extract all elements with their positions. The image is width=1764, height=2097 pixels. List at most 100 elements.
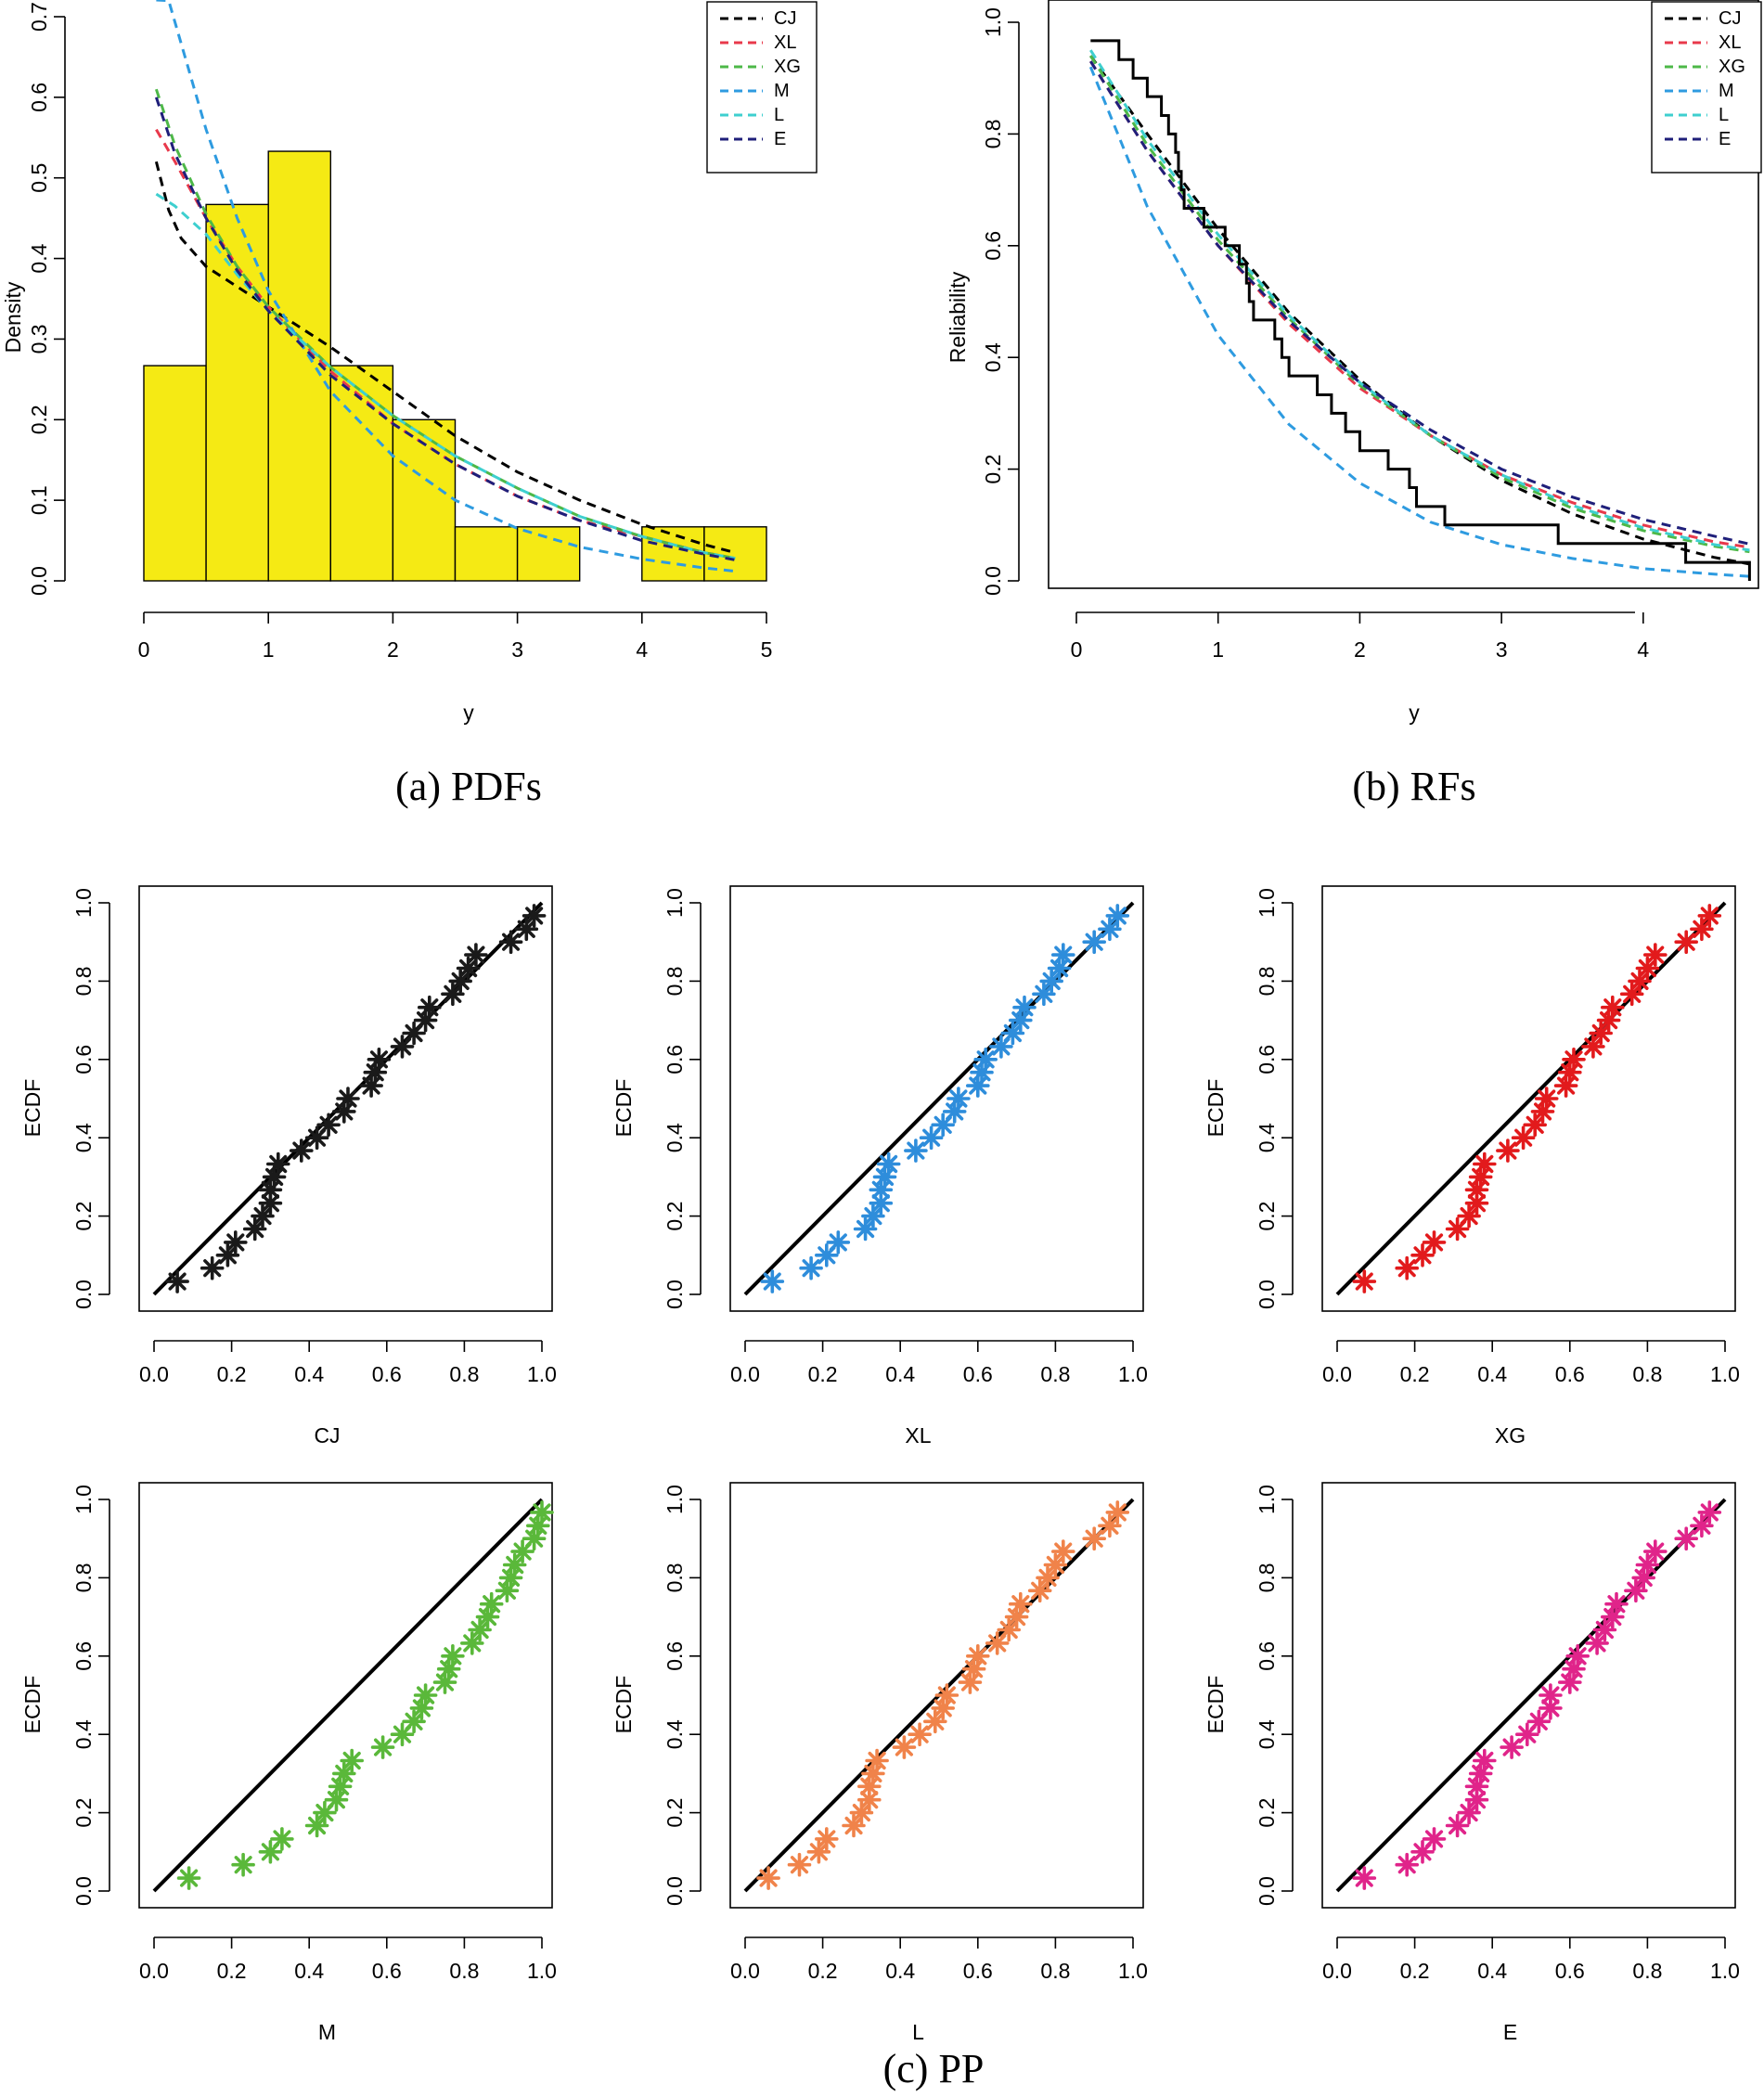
pp-points-e — [1352, 1500, 1722, 1890]
rf-ytick-label-4: 0.8 — [981, 119, 1005, 148]
pp-xtick-label-xl-0: 0.0 — [730, 1362, 760, 1386]
pp-xtick-label-l-2: 0.4 — [885, 1959, 915, 1983]
pp-point-xl-5 — [861, 1203, 885, 1229]
pp-point-xg-9 — [1473, 1151, 1497, 1177]
pp-point-cj-17 — [367, 1048, 392, 1072]
pp-ytick-label-xg-2: 0.4 — [1255, 1123, 1279, 1152]
pp-reference-line-xl — [743, 901, 1135, 1296]
pp-ytick-label-cj-0: 0.0 — [71, 1280, 96, 1309]
rf-x-ticks: 0 1 2 3 4 — [1071, 612, 1649, 662]
pp-point-xg-17 — [1562, 1048, 1586, 1072]
pp-ytick-label-l-2: 0.4 — [663, 1719, 687, 1749]
pp-ytick-label-cj-5: 1.0 — [71, 888, 96, 918]
pp-xtick-label-l-5: 1.0 — [1118, 1959, 1148, 1983]
pp-point-cj-25 — [464, 943, 488, 967]
pp-point-cj-1 — [200, 1255, 225, 1280]
pp-point-xl-10 — [904, 1139, 928, 1163]
pdf-hist-bar-4 — [392, 418, 457, 582]
pp-y-label-xl: ECDF — [612, 1079, 636, 1138]
pp-xtick-label-e-0: 0.0 — [1322, 1959, 1352, 1983]
pp-point-l-25 — [1051, 1539, 1075, 1563]
pp-ytick-label-l-1: 0.2 — [663, 1798, 687, 1828]
rf-plot-frame — [1048, 0, 1759, 589]
pp-xtick-label-cj-1: 0.2 — [217, 1362, 247, 1386]
pp-frame-m — [138, 1482, 553, 1909]
pp-point-m-24 — [502, 1552, 527, 1577]
pp-point-e-28 — [1697, 1500, 1722, 1525]
pp-point-l-1 — [787, 1852, 812, 1877]
pp-point-xg-21 — [1601, 995, 1625, 1020]
pp-point-l-16 — [961, 1656, 986, 1681]
rf-empirical-step — [1090, 39, 1751, 581]
pp-xtick-label-e-1: 0.2 — [1400, 1959, 1430, 1983]
pp-panel-e: 0.0 0.2 0.4 0.6 0.8 1.0 0.0 0.2 0.4 0.6 0.8 1.0 E ECD… — [1204, 1482, 1740, 2044]
pp-xtick-label-e-4: 0.8 — [1632, 1959, 1662, 1983]
rf-curve-xl — [1089, 60, 1750, 549]
pp-point-m-17 — [441, 1644, 465, 1668]
pp-point-xg-25 — [1643, 943, 1667, 967]
pp-point-xl-1 — [799, 1255, 823, 1280]
rf-ytick-label-2: 0.4 — [981, 342, 1005, 372]
pp-point-m-9 — [340, 1748, 365, 1773]
pp-x-label-xg: XG — [1495, 1423, 1526, 1447]
rf-curve-cj — [1089, 55, 1750, 566]
pp-xtick-label-xg-2: 0.4 — [1477, 1362, 1507, 1386]
pdf-legend-label-cj: CJ — [774, 8, 796, 29]
rf-legend-label-xl: XL — [1719, 32, 1741, 53]
pp-reference-line-m — [152, 1498, 544, 1893]
pp-point-l-11 — [908, 1722, 932, 1746]
pp-ytick-label-xg-4: 0.8 — [1255, 966, 1279, 996]
pp-ytick-label-m-5: 1.0 — [71, 1485, 96, 1514]
pp-frame-e — [1321, 1482, 1736, 1909]
pdf-hist-bar-0 — [143, 365, 207, 582]
pp-ytick-label-l-0: 0.0 — [663, 1876, 687, 1906]
pp-point-xg-14 — [1534, 1087, 1559, 1111]
pp-point-cj-10 — [289, 1139, 314, 1163]
pp-point-m-14 — [413, 1683, 438, 1707]
rf-curve-e — [1089, 60, 1750, 546]
pp-ytick-label-cj-2: 0.4 — [71, 1123, 96, 1152]
pp-ytick-label-l-4: 0.8 — [663, 1563, 687, 1592]
rf-legend-label-cj: CJ — [1719, 8, 1741, 29]
pp-ytick-label-e-2: 0.4 — [1255, 1719, 1279, 1749]
rf-ytick-label-5: 1.0 — [981, 7, 1005, 37]
pp-point-e-0 — [1352, 1866, 1377, 1890]
pp-point-m-0 — [176, 1866, 201, 1890]
pp-point-e-25 — [1643, 1539, 1667, 1563]
pp-ytick-label-m-1: 0.2 — [71, 1798, 96, 1828]
pp-point-l-10 — [892, 1735, 917, 1759]
pdf-legend: CJ XL XG MLE — [706, 1, 818, 174]
pp-xtick-label-xl-1: 0.2 — [808, 1362, 838, 1386]
pp-points-xg — [1352, 904, 1722, 1293]
pp-reference-line-e — [1335, 1498, 1727, 1893]
pp-point-xg-26 — [1674, 930, 1698, 954]
pp-x-label-l: L — [912, 2020, 924, 2044]
pp-point-e-19 — [1592, 1617, 1617, 1642]
pp-point-xl-19 — [1000, 1021, 1025, 1046]
pp-point-l-17 — [966, 1644, 990, 1668]
rf-curve-xg — [1089, 55, 1750, 554]
pp-point-m-3 — [270, 1827, 294, 1851]
pp-ytick-label-e-1: 0.2 — [1255, 1798, 1279, 1828]
pp-xtick-label-xl-2: 0.4 — [885, 1362, 915, 1386]
pp-ytick-label-xg-3: 0.6 — [1255, 1045, 1279, 1074]
pp-point-l-14 — [934, 1683, 959, 1707]
pp-point-l-23 — [1036, 1565, 1060, 1590]
pp-ytick-label-xl-0: 0.0 — [663, 1280, 687, 1309]
pdf-xtick-label-4: 4 — [636, 637, 648, 662]
pp-x-label-cj: CJ — [314, 1423, 340, 1447]
rf-xtick-label-1: 1 — [1212, 637, 1224, 662]
pp-y-label-e: ECDF — [1204, 1676, 1228, 1734]
pp-xtick-label-xg-1: 0.2 — [1400, 1362, 1430, 1386]
pp-point-l-0 — [756, 1866, 780, 1890]
pp-chart: 0.0 0.2 0.4 0.6 0.8 1.0 0.0 0.2 0.4 0.6 0.8 1.0 CJ EC… — [20, 885, 1740, 2044]
pp-point-xl-21 — [1012, 995, 1037, 1020]
pdf-legend-label-m: M — [774, 81, 790, 101]
pp-point-e-10 — [1500, 1735, 1524, 1759]
pp-panel-l: 0.0 0.2 0.4 0.6 0.8 1.0 0.0 0.2 0.4 0.6 0.8 1.0 L ECD… — [612, 1482, 1148, 2044]
rf-legend-label-xg: XG — [1719, 57, 1745, 77]
pp-xtick-label-xl-5: 1.0 — [1118, 1362, 1148, 1386]
pp-point-e-9 — [1473, 1748, 1497, 1773]
pp-point-xg-3 — [1422, 1230, 1447, 1254]
pp-ytick-label-m-2: 0.4 — [71, 1719, 96, 1749]
